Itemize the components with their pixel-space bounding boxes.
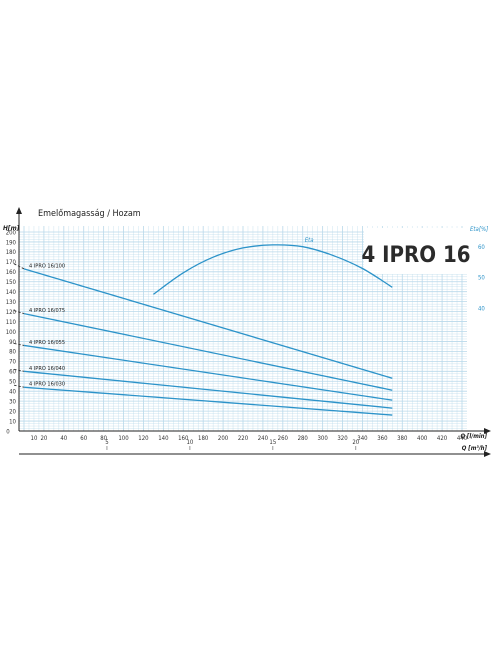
x-tick-label: 260 xyxy=(278,435,289,442)
x-tick-label: 80 xyxy=(100,435,107,442)
eta-tick-label: 40 xyxy=(478,305,485,312)
model-title-box xyxy=(364,228,467,274)
curve-030 xyxy=(23,386,393,416)
y-tick-label: 160 xyxy=(6,269,17,276)
y-tick-label: 170 xyxy=(6,259,17,266)
y-tick-label: 100 xyxy=(6,329,17,336)
y-tick-label: 190 xyxy=(6,239,17,246)
x-tick-label: 240 xyxy=(258,435,269,442)
x-tick-label: 160 xyxy=(178,435,189,442)
curve-040 xyxy=(23,370,393,409)
x-axis-arrow xyxy=(484,428,491,434)
eta-tick-label: 60 xyxy=(478,244,485,251)
m3h-tick-label: 20 xyxy=(352,439,359,446)
y-tick-label: 40 xyxy=(9,389,16,396)
y-tick-label: 70 xyxy=(9,359,16,366)
curve-075 xyxy=(23,312,393,391)
x-tick-label: 340 xyxy=(357,435,368,442)
y-tick-label: 80 xyxy=(9,349,16,356)
curve-dash xyxy=(13,342,25,346)
eta-curve-label: Eta xyxy=(305,237,314,244)
curve-label: 4 IPRO 16/040 xyxy=(29,366,65,372)
x-axis-label-m3h: Q [m³/h] xyxy=(462,445,488,452)
x-tick-label: 440 xyxy=(457,435,468,442)
x-tick-label: 380 xyxy=(397,435,408,442)
x-tick-label: 400 xyxy=(417,435,428,442)
y-tick-label: 110 xyxy=(6,319,17,326)
y-tick-label: 150 xyxy=(6,279,17,286)
y-tick-label: 30 xyxy=(9,398,16,405)
x-tick-label: 320 xyxy=(337,435,348,442)
x-tick-label: 20 xyxy=(40,435,47,442)
y-tick-label: 140 xyxy=(6,289,17,296)
eta-axis-label: Eta[%] xyxy=(470,226,488,233)
curve-dash xyxy=(13,263,25,270)
model-title: 4 IPRO 16 xyxy=(361,243,470,268)
y-tick-label: 120 xyxy=(6,309,17,316)
x-tick-label: 100 xyxy=(118,435,129,442)
x2-axis-arrow xyxy=(484,451,491,457)
x-tick-label: 200 xyxy=(218,435,229,442)
x-tick-label: 60 xyxy=(80,435,87,442)
chart-title: Emelőmagasság / Hozam xyxy=(38,209,141,219)
curve-label: 4 IPRO 16/030 xyxy=(29,382,65,388)
y-tick-label: 200 xyxy=(6,229,17,236)
y-tick-label: 10 xyxy=(9,418,16,425)
origin-label: 0 xyxy=(6,428,10,435)
curve-label: 4 IPRO 16/055 xyxy=(29,340,65,346)
x-tick-label: 10 xyxy=(31,435,38,442)
y-tick-label: 180 xyxy=(6,249,17,256)
curve-dash xyxy=(13,384,25,388)
x-tick-label: 280 xyxy=(298,435,309,442)
y-tick-label: 20 xyxy=(9,408,16,415)
curve-dash xyxy=(13,368,25,372)
x-tick-label: 180 xyxy=(198,435,209,442)
curve-label: 4 IPRO 16/075 xyxy=(29,308,65,314)
y-tick-label: 90 xyxy=(9,339,16,346)
eta-curve xyxy=(153,244,393,295)
y-tick-label: 130 xyxy=(6,299,17,306)
y-tick-label: 50 xyxy=(9,379,16,386)
grid-fine xyxy=(19,226,467,432)
x-tick-label: 140 xyxy=(158,435,169,442)
eta-tick-label: 50 xyxy=(478,275,485,282)
x-tick-label: 220 xyxy=(238,435,249,442)
x-tick-label: 40 xyxy=(60,435,67,442)
x-axis-label-lmin: Q [l/min] xyxy=(460,433,487,440)
x-tick-label: 360 xyxy=(377,435,388,442)
y-tick-label: 60 xyxy=(9,369,16,376)
curve-055 xyxy=(23,344,393,401)
x-tick-label: 120 xyxy=(138,435,149,442)
m3h-tick-label: 15 xyxy=(269,439,276,446)
curve-dash xyxy=(13,310,25,315)
m3h-tick-label: 5 xyxy=(105,439,108,446)
x-tick-label: 300 xyxy=(317,435,328,442)
m3h-tick-label: 10 xyxy=(186,439,193,446)
y-axis-label: H[m] xyxy=(3,224,20,232)
curve-label: 4 IPRO 16/100 xyxy=(29,263,65,269)
curve-100 xyxy=(23,268,393,379)
y-axis-arrow xyxy=(16,207,22,214)
x-tick-label: 420 xyxy=(437,435,448,442)
